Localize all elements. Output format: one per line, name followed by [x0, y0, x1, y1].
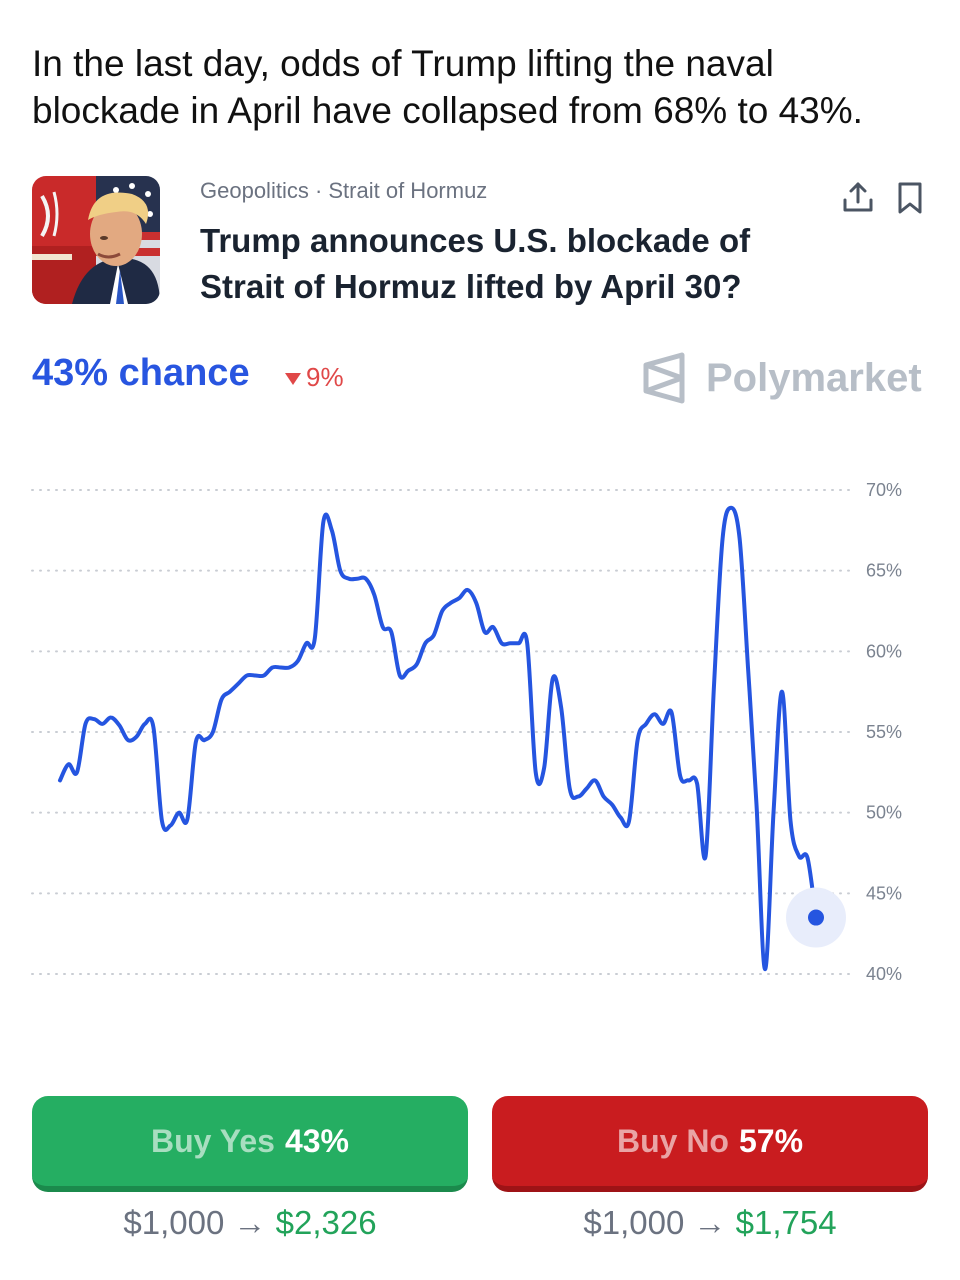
- yes-payout-from: $1,000: [123, 1204, 225, 1241]
- arrow-icon: →: [233, 1204, 267, 1241]
- y-tick-label: 50%: [866, 803, 902, 823]
- bookmark-icon: [898, 182, 922, 214]
- current-point: [808, 909, 824, 926]
- buy-no-button[interactable]: Buy No 57%: [492, 1096, 928, 1192]
- change-indicator: 9%: [284, 362, 344, 393]
- y-tick-label: 45%: [866, 883, 902, 903]
- buy-yes-button[interactable]: Buy Yes 43%: [32, 1096, 468, 1192]
- change-value: 9%: [306, 362, 344, 392]
- y-tick-label: 65%: [866, 561, 902, 581]
- no-payout-from: $1,000: [583, 1204, 685, 1241]
- buy-no-label: Buy No: [616, 1122, 729, 1159]
- brand-name: Polymarket: [706, 355, 922, 400]
- no-payout-to: $1,754: [735, 1204, 837, 1241]
- buy-yes-label: Buy Yes: [151, 1122, 275, 1159]
- market-thumbnail[interactable]: [32, 176, 160, 304]
- y-tick-label: 55%: [866, 722, 902, 742]
- y-axis-ticks: 70% 65% 60% 55% 50% 45% 40%: [866, 480, 902, 984]
- buy-yes-price: 43%: [284, 1122, 349, 1159]
- share-button[interactable]: [840, 180, 876, 216]
- polymarket-logo-icon: [643, 352, 685, 404]
- share-icon: [843, 182, 873, 212]
- arrow-icon: →: [693, 1204, 727, 1241]
- chance-value: 43% chance: [32, 352, 250, 394]
- yes-payout: $1,000 → $2,326: [32, 1204, 468, 1242]
- series-line: [58, 505, 818, 972]
- y-tick-label: 70%: [866, 480, 902, 500]
- headline: In the last day, odds of Trump lifting t…: [32, 43, 863, 131]
- no-payout: $1,000 → $1,754: [492, 1204, 928, 1242]
- bookmark-button[interactable]: [892, 180, 928, 216]
- yes-payout-to: $2,326: [275, 1204, 377, 1241]
- y-tick-label: 60%: [866, 641, 902, 661]
- market-title[interactable]: Trump announces U.S. blockade of Strait …: [200, 222, 751, 305]
- y-tick-label: 40%: [866, 964, 902, 984]
- down-triangle-icon: [285, 373, 301, 386]
- buy-no-price: 57%: [738, 1122, 804, 1159]
- trump-photo-image: [32, 176, 160, 304]
- polymarket-brand: Polymarket: [642, 350, 922, 406]
- price-chart[interactable]: 70% 65% 60% 55% 50% 45% 40%: [0, 460, 960, 1000]
- market-category[interactable]: Geopolitics · Strait of Hormuz: [200, 178, 488, 203]
